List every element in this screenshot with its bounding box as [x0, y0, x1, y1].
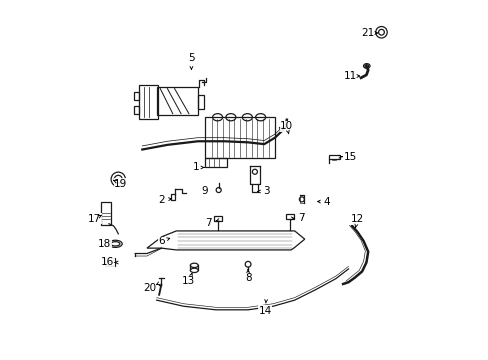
- Bar: [328, 154, 339, 159]
- Bar: [204, 117, 274, 158]
- Text: 15: 15: [343, 152, 356, 162]
- Bar: [101, 202, 111, 225]
- Text: 9: 9: [202, 186, 208, 196]
- Text: 1: 1: [192, 162, 199, 172]
- Text: 5: 5: [188, 53, 194, 63]
- Bar: [214, 216, 222, 221]
- Text: 12: 12: [350, 215, 364, 224]
- Bar: [139, 85, 158, 119]
- Text: 21: 21: [361, 28, 374, 38]
- Bar: [156, 87, 198, 116]
- Text: 18: 18: [98, 239, 111, 249]
- Text: 20: 20: [142, 283, 156, 293]
- Text: 7: 7: [298, 213, 305, 223]
- Bar: [198, 95, 204, 109]
- Text: 11: 11: [343, 71, 356, 81]
- Text: 10: 10: [280, 121, 293, 131]
- Text: 19: 19: [114, 179, 127, 189]
- Bar: [285, 214, 293, 220]
- Bar: [107, 260, 113, 265]
- Text: 8: 8: [244, 273, 251, 283]
- Text: 7: 7: [205, 218, 211, 228]
- Text: 3: 3: [262, 186, 269, 197]
- Text: 6: 6: [158, 236, 164, 246]
- Text: 14: 14: [258, 306, 271, 316]
- Bar: [134, 106, 139, 114]
- Text: 13: 13: [182, 276, 195, 286]
- Text: 16: 16: [101, 257, 114, 267]
- Text: 17: 17: [88, 214, 101, 224]
- Bar: [105, 258, 115, 266]
- Text: 4: 4: [323, 197, 329, 207]
- Bar: [134, 93, 139, 100]
- Text: 2: 2: [159, 195, 165, 205]
- Bar: [204, 158, 226, 167]
